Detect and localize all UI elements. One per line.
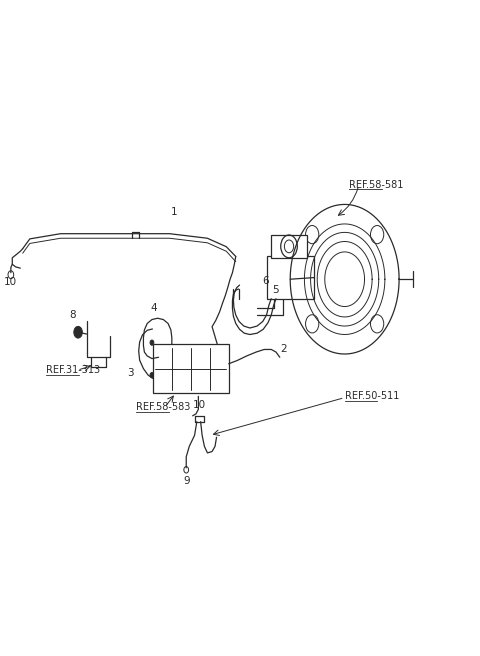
Text: REF.50-511: REF.50-511	[345, 391, 399, 401]
Text: 8: 8	[69, 310, 76, 320]
Text: 1: 1	[171, 207, 178, 217]
Bar	[153, 344, 228, 393]
Text: 3: 3	[127, 367, 133, 378]
Text: 10: 10	[193, 400, 206, 410]
Text: 6: 6	[262, 276, 269, 286]
Text: REF.58-581: REF.58-581	[349, 180, 404, 190]
Text: 9: 9	[183, 476, 190, 486]
Text: 10: 10	[4, 277, 17, 287]
Circle shape	[74, 327, 83, 338]
Circle shape	[150, 373, 154, 378]
Text: 2: 2	[280, 344, 287, 354]
Text: REF.31-313: REF.31-313	[47, 365, 100, 375]
Circle shape	[150, 340, 154, 345]
Text: REF.58-583: REF.58-583	[136, 402, 191, 413]
Bar	[266, 256, 314, 298]
Bar	[271, 235, 307, 258]
Text: 4: 4	[151, 304, 157, 314]
Text: 5: 5	[272, 285, 278, 295]
